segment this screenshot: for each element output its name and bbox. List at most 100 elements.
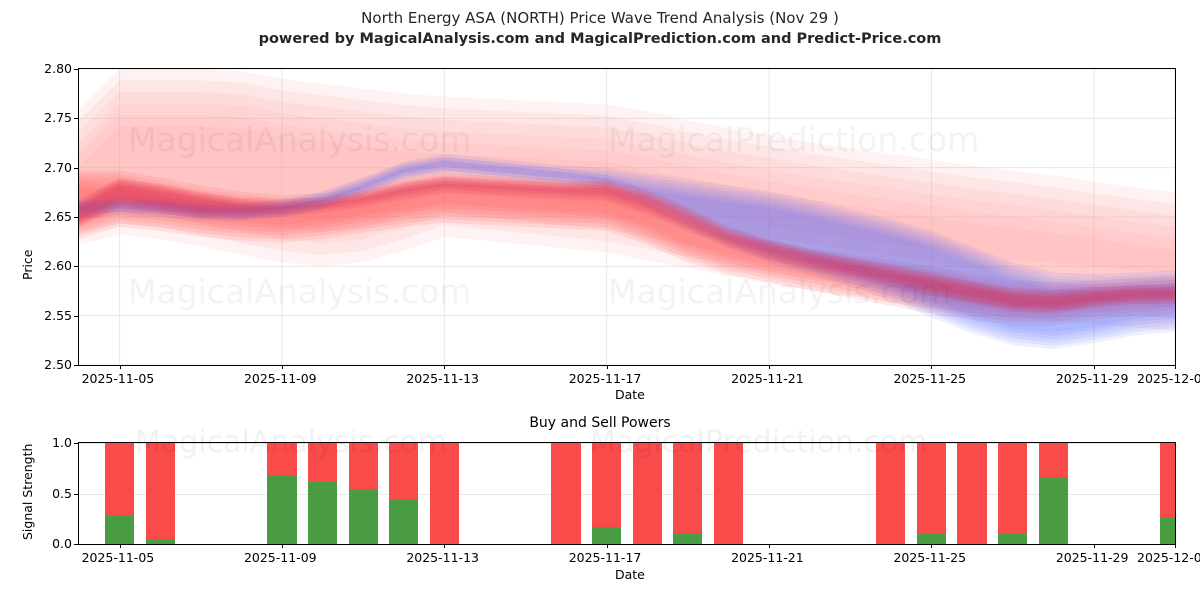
price-x-tick-label: 2025-11-25 [893,371,967,386]
price-x-tick-label: 2025-11-17 [568,371,642,386]
signal-bar[interactable] [713,443,744,544]
price-y-tick-mark [74,69,78,70]
signal-bar[interactable] [389,443,419,544]
page-subtitle: powered by MagicalAnalysis.com and Magic… [258,31,942,47]
signal-bar[interactable] [876,443,906,544]
signal-bar[interactable] [145,443,175,544]
price-y-tick-mark [74,217,78,218]
signal-x-tick-mark [931,544,933,548]
sell-power-segment [307,443,338,483]
signal-bar[interactable] [429,443,459,544]
price-y-tick-mark [74,266,78,268]
signal-chart-panel: Buy and Sell Powers Signal Strength 0.0 0… [0,415,1200,600]
sell-power-segment [673,443,703,533]
price-y-tick-mark [74,365,78,366]
price-y-tick-mark [74,118,78,120]
sell-power-segment [389,443,419,500]
buy-power-segment [1160,516,1175,544]
price-x-tick-mark [281,365,283,369]
sell-power-segment [1038,443,1068,478]
price-wave-bands [79,69,1175,365]
price-y-tick-label: 2.60 [44,258,72,274]
signal-bar[interactable] [551,443,581,544]
signal-bar[interactable] [1038,443,1068,544]
signal-x-tick-mark [444,544,446,548]
sell-power-segment [267,443,297,477]
price-x-axis-label: Date [615,387,645,402]
buy-power-segment [389,499,419,544]
price-y-tick-label: 2.50 [44,357,72,372]
price-y-tick-label: 2.55 [44,307,72,323]
page-title: North Energy ASA (NORTH) Price Wave Tren… [361,9,839,27]
sell-power-segment [876,443,906,544]
signal-bar[interactable] [632,443,662,544]
signal-bar[interactable] [1160,443,1175,544]
price-x-tick-label: 2025-11-09 [243,371,317,386]
sell-power-segment [632,443,662,544]
signal-y-tick-label: 0.0 [52,536,72,551]
price-x-tick-mark [931,365,933,369]
price-x-tick-mark [1175,365,1176,369]
signal-bar[interactable] [957,443,987,544]
sell-power-segment [348,443,378,490]
price-x-tick-mark [119,365,121,369]
price-chart-panel: Price 2.50 2.55 2.60 2.65 2.70 2.75 2.80 2025-… [0,55,1200,402]
signal-x-tick-label: 2025-11-05 [81,550,155,565]
sell-power-segment [592,443,622,527]
buy-power-segment [592,526,622,544]
buy-power-segment [348,489,378,544]
buy-power-segment [916,533,947,544]
signal-bar[interactable] [307,443,338,544]
signal-bars [79,443,1175,544]
price-x-tick-mark [1093,365,1095,369]
buy-power-segment [1038,477,1068,544]
signal-x-tick-label: 2025-11-29 [1055,550,1129,565]
signal-bar[interactable] [673,443,703,544]
price-x-tick-mark [606,365,608,369]
price-x-tick-label: 2025-11-21 [731,371,804,386]
signal-bar[interactable] [104,443,135,544]
signal-y-tick-mark [74,493,78,495]
buy-power-segment [104,515,135,544]
signal-x-tick-label: 2025-12-01 [1137,550,1200,565]
signal-x-tick-mark [1093,544,1095,548]
signal-x-tick-mark [769,544,771,548]
price-y-tick-mark [74,315,78,317]
signal-bar[interactable] [592,443,622,544]
price-x-tick-label: 2025-11-29 [1055,371,1129,386]
signal-x-tick-label: 2025-11-21 [731,550,804,565]
sell-power-segment [429,443,459,544]
signal-bar[interactable] [267,443,297,544]
signal-y-tick-mark [74,544,78,545]
signal-y-tick-label: 1.0 [52,435,72,450]
signal-x-tick-label: 2025-11-25 [893,550,967,565]
buy-power-segment [267,476,297,544]
signal-bar[interactable] [348,443,378,544]
buy-power-segment [673,532,703,544]
signal-x-tick-mark [119,544,121,548]
price-y-tick-label: 2.70 [44,159,72,175]
sell-power-segment [713,443,744,544]
price-x-tick-label: 2025-11-13 [406,371,479,386]
price-x-tick-mark [444,365,446,369]
signal-chart-title: Buy and Sell Powers [529,415,671,431]
price-y-tick-mark [74,167,78,169]
signal-x-tick-label: 2025-11-13 [406,550,479,565]
signal-gridline [79,443,1175,444]
signal-x-tick-mark [281,544,283,548]
buy-power-segment [998,533,1028,544]
signal-bar[interactable] [916,443,947,544]
price-y-tick-label: 2.75 [44,110,72,126]
signal-bar[interactable] [998,443,1028,544]
signal-y-tick-label: 0.5 [52,485,72,501]
price-x-tick-label: 2025-11-05 [81,371,155,386]
signal-x-tick-mark [1175,544,1176,548]
price-x-tick-label: 2025-12-01 [1137,371,1200,386]
price-y-tick-label: 2.65 [44,209,72,224]
buy-power-segment [145,538,175,544]
signal-x-tick-mark [606,544,608,548]
sell-power-segment [916,443,947,534]
chart-title-block: North Energy ASA (NORTH) Price Wave Tren… [0,8,1200,50]
sell-power-segment [551,443,581,544]
sell-power-segment [104,443,135,516]
